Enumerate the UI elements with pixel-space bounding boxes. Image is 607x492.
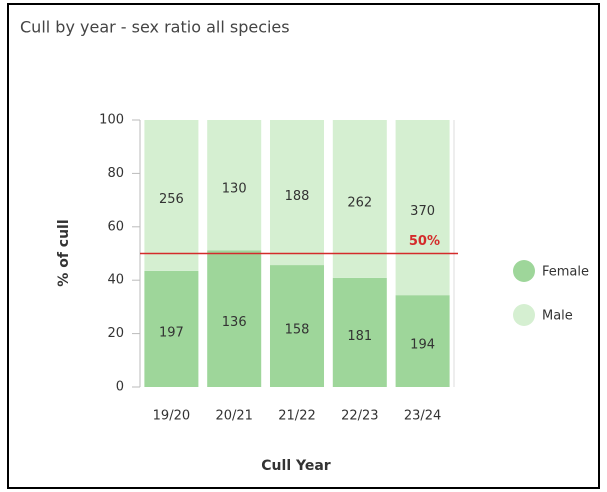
y-tick-label: 80 <box>107 166 124 181</box>
legend-swatch <box>513 304 535 326</box>
bar-segment <box>144 120 199 271</box>
data-label: 370 <box>410 204 435 219</box>
y-tick-label: 100 <box>99 113 124 128</box>
y-tick-label: 40 <box>107 273 124 288</box>
data-label: 256 <box>159 192 184 207</box>
x-tick-label: 22/23 <box>341 409 378 424</box>
data-label: 136 <box>222 315 247 330</box>
y-tick-label: 20 <box>107 326 124 341</box>
data-label: 130 <box>222 182 247 197</box>
bar-segment <box>269 265 325 387</box>
chart-title: Cull by year - sex ratio all species <box>20 18 290 37</box>
data-label: 262 <box>347 195 372 210</box>
bar-segment <box>332 120 387 278</box>
bar-segment <box>269 120 325 266</box>
bar-segment <box>395 295 450 387</box>
data-label: 188 <box>285 189 310 204</box>
data-label: 158 <box>285 323 310 338</box>
x-axis-title: Cull Year <box>261 458 331 474</box>
y-axis-title: % of cull <box>56 219 72 286</box>
x-tick-label: 19/20 <box>153 409 190 424</box>
bar-segment <box>395 120 450 296</box>
x-tick-label: 20/21 <box>215 409 252 424</box>
data-label: 181 <box>347 329 372 344</box>
x-tick-label: 23/24 <box>404 409 441 424</box>
bar-segment <box>144 270 199 387</box>
reference-label: 50% <box>409 234 440 249</box>
data-label: 197 <box>159 325 184 340</box>
bar-segment <box>332 277 387 387</box>
data-label: 194 <box>410 338 435 353</box>
legend-label: Female <box>542 265 589 280</box>
y-tick-label: 0 <box>116 380 124 395</box>
y-tick-label: 60 <box>107 219 124 234</box>
legend-swatch <box>513 260 535 282</box>
x-tick-label: 21/22 <box>278 409 315 424</box>
bar-segment <box>207 250 262 387</box>
legend-label: Male <box>542 309 573 324</box>
bar-segment <box>207 120 262 251</box>
